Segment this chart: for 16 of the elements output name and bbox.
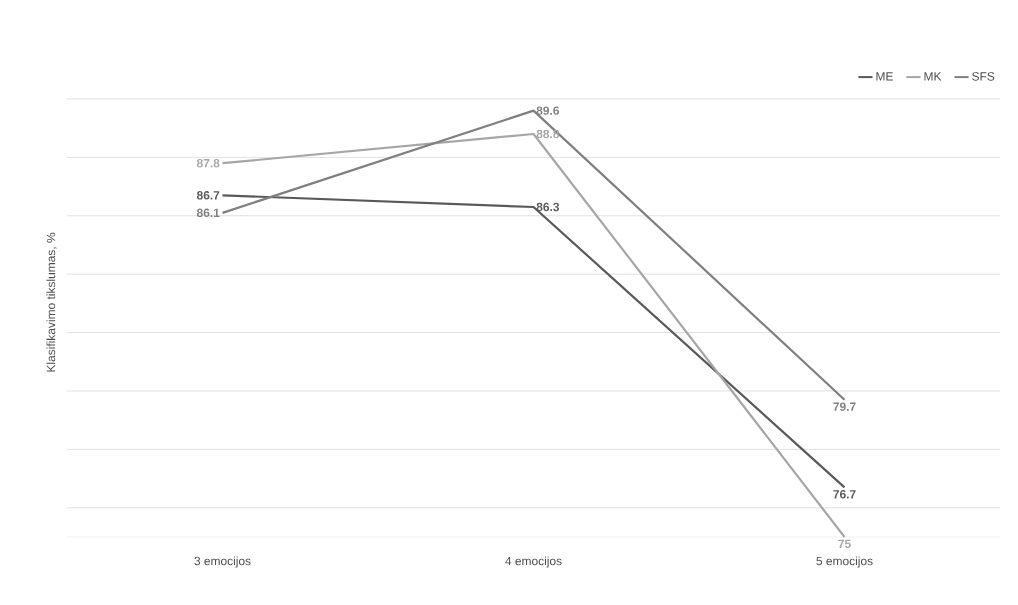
x-tick-label: 4 emocijos (505, 556, 562, 568)
legend-label: SFS (972, 72, 995, 81)
x-tick-label: 5 emocijos (816, 556, 873, 568)
data-label: 88.8 (536, 129, 560, 139)
legend-label: MK (924, 72, 942, 81)
y-axis-title: Klasifikavimo tikslumas, % (46, 232, 57, 372)
data-label: 86.3 (536, 202, 560, 212)
data-label: 75 (838, 539, 851, 549)
legend-label: ME (876, 72, 893, 81)
data-label: 79.7 (833, 402, 856, 411)
data-label: 86.7 (196, 191, 220, 200)
data-label: 87.8 (196, 158, 220, 168)
data-label: 89.6 (536, 106, 560, 115)
data-label: 76.7 (833, 490, 856, 499)
x-tick-label: 3 emocijos (194, 556, 251, 568)
data-label: 86.1 (196, 208, 220, 218)
